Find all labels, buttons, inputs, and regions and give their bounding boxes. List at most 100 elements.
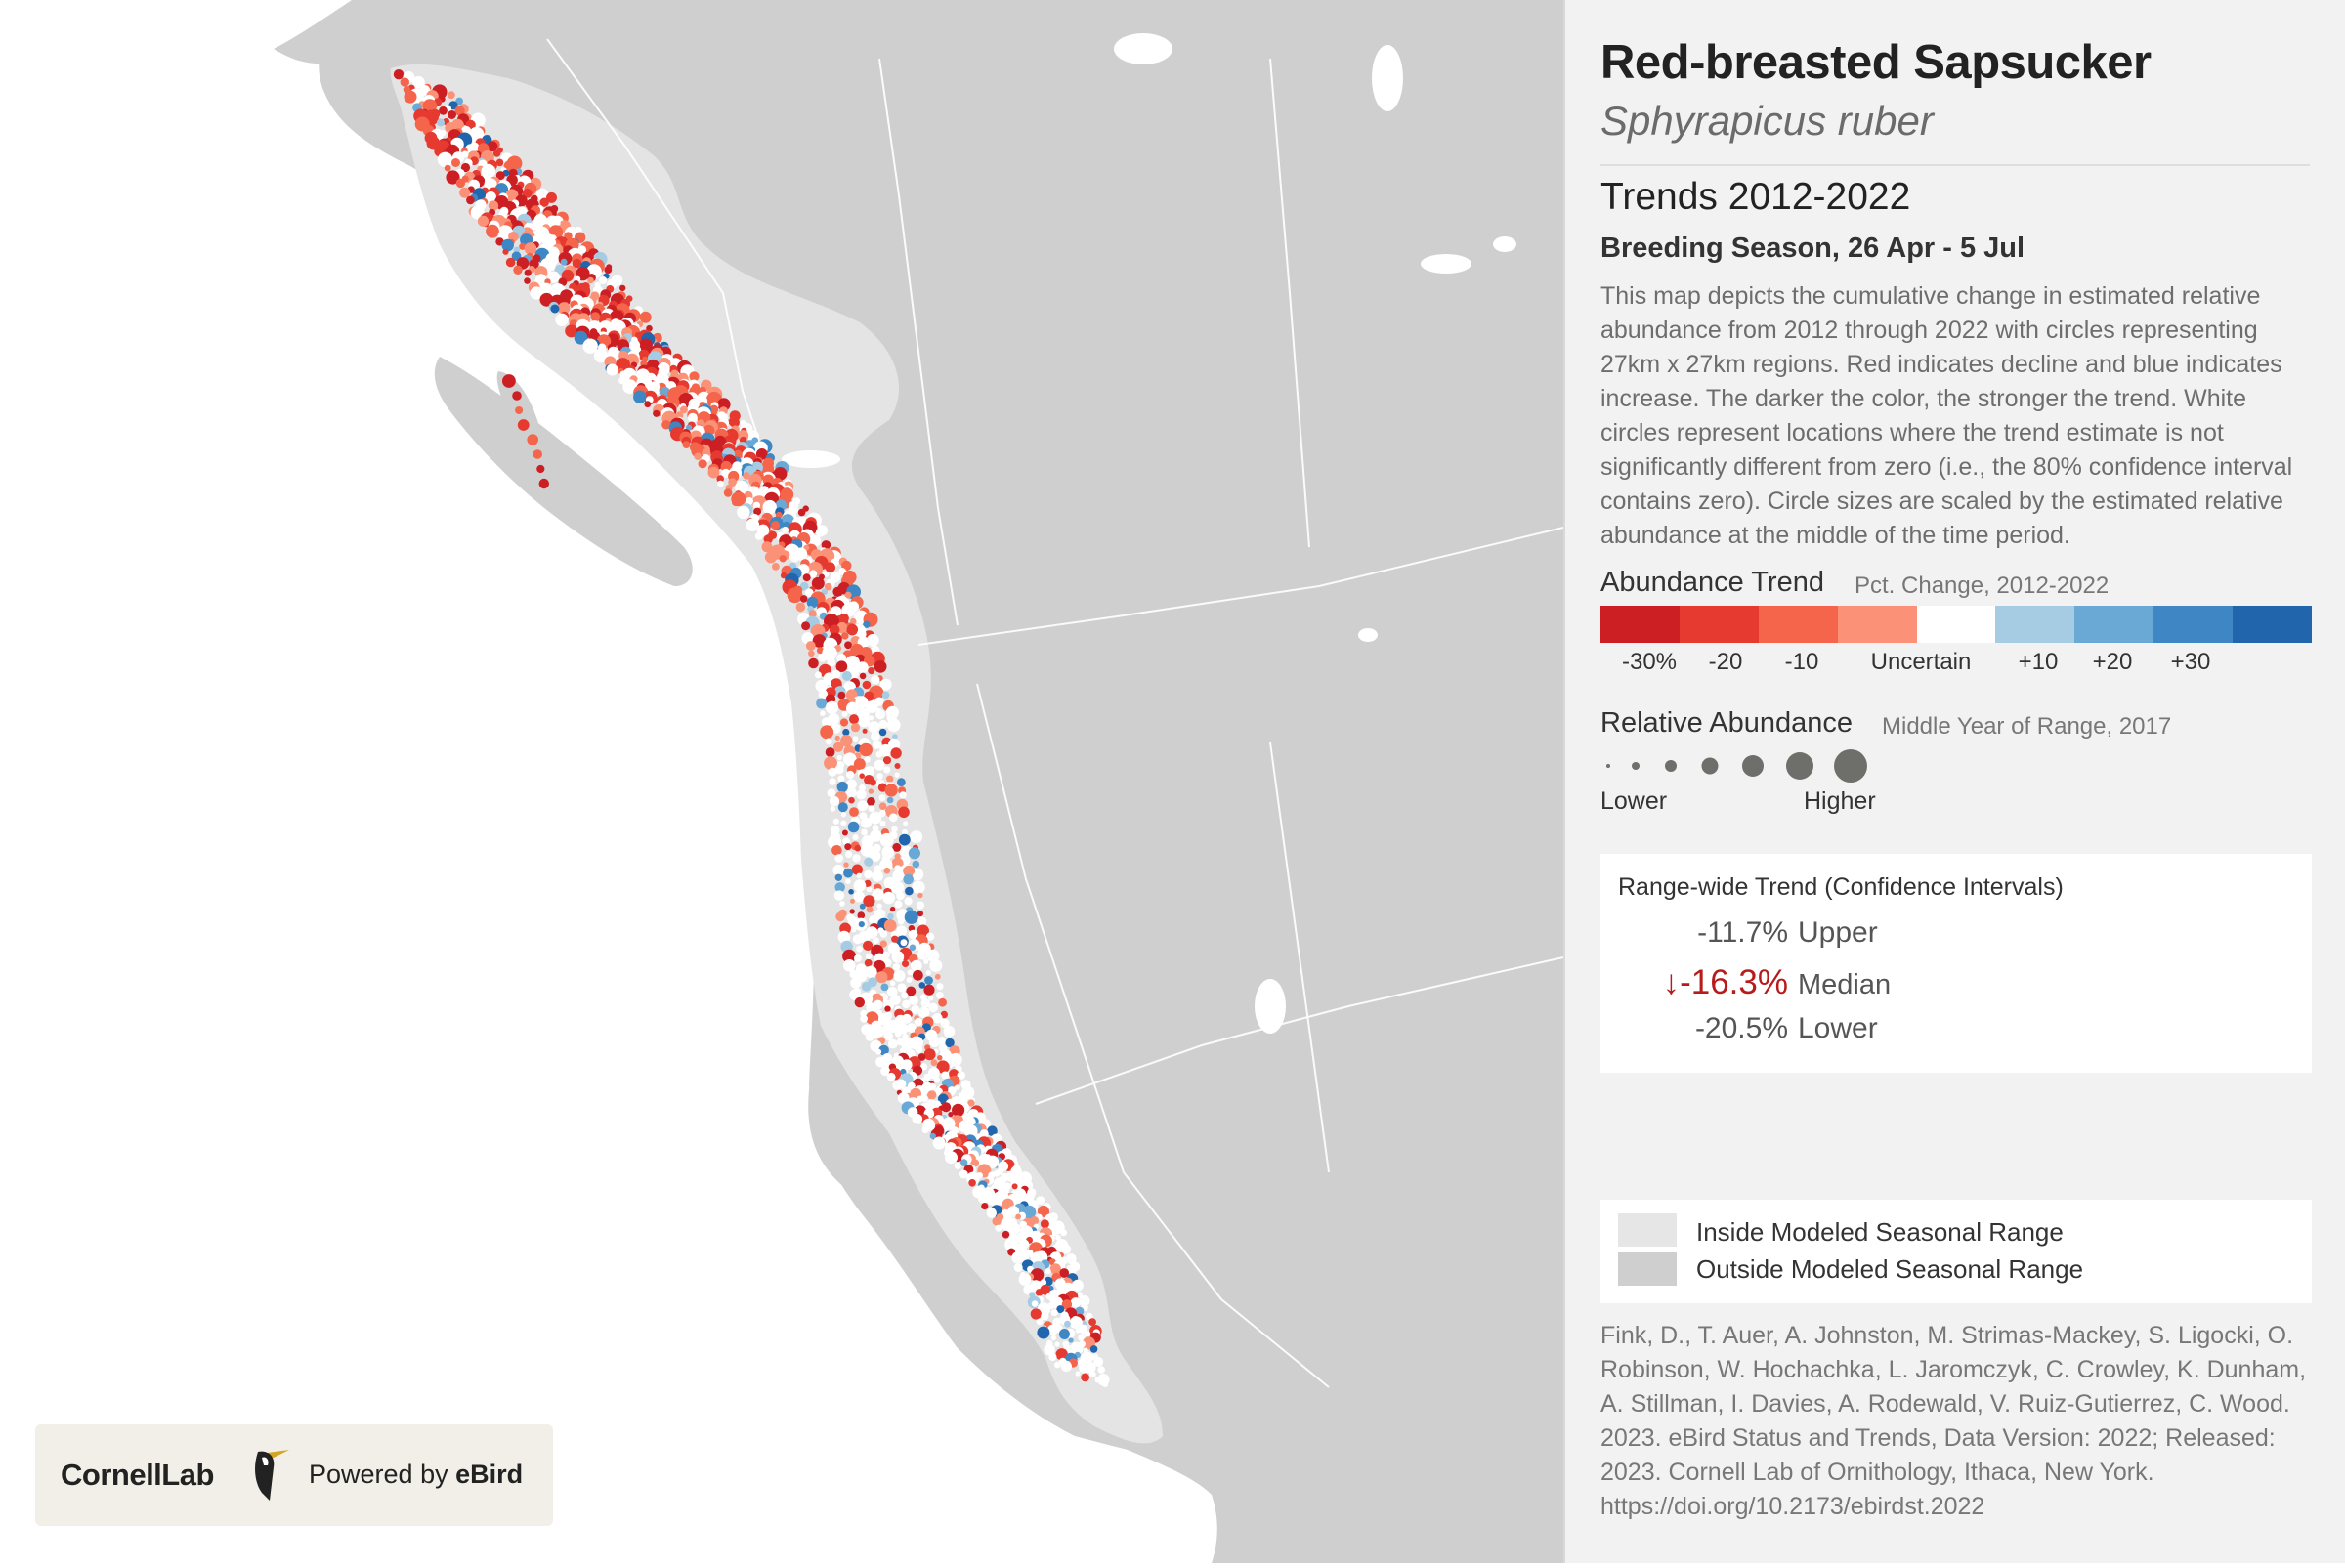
trend-dot: [565, 324, 578, 338]
trend-dot: [903, 821, 909, 826]
trend-dot: [814, 671, 822, 679]
trend-dot: [890, 747, 902, 759]
trend-dot: [834, 873, 842, 881]
trend-dot: [1068, 1337, 1074, 1343]
trend-dot: [1086, 1312, 1093, 1321]
trend-dot: [971, 1159, 980, 1167]
trend-dot: [1075, 1306, 1085, 1316]
trend-dot: [959, 1125, 964, 1131]
trend-dot: [870, 1025, 884, 1038]
trend-dot: [917, 911, 924, 917]
trend-dot: [530, 286, 543, 300]
trend-dot: [1037, 1326, 1050, 1339]
trend-dot: [853, 891, 865, 903]
trend-dot: [815, 528, 826, 537]
trend-dot: [763, 534, 773, 544]
trend-dot: [908, 847, 921, 860]
map-view[interactable]: [0, 0, 1564, 1563]
trend-dot: [852, 736, 859, 742]
trend-dot: [887, 986, 898, 997]
trend-dot: [505, 189, 519, 202]
trend-dot: [1061, 1244, 1072, 1254]
trend-dot: [833, 890, 845, 901]
trend-dot: [1060, 1360, 1072, 1372]
trend-dot: [522, 189, 533, 198]
trend-dot: [847, 916, 859, 927]
trend-dot: [921, 1125, 929, 1133]
trend-dot: [952, 1103, 965, 1117]
trend-dot: [841, 829, 848, 836]
trend-dot: [872, 888, 884, 901]
trend-dot: [1045, 1293, 1052, 1300]
outside-range-label: Outside Modeled Seasonal Range: [1696, 1254, 2084, 1284]
trend-dot: [854, 844, 862, 852]
median-label: Median: [1798, 969, 1892, 1000]
trend-dot: [1070, 1297, 1082, 1308]
trend-dot: [837, 930, 851, 944]
trend-dot: [859, 784, 866, 791]
trend-dot: [967, 1099, 975, 1107]
trend-dot: [864, 869, 873, 879]
trend-dot: [717, 480, 724, 487]
trend-dot: [913, 871, 920, 880]
trend-dot: [904, 897, 913, 906]
trend-dot: [886, 1072, 896, 1081]
powered-by-label: Powered by: [309, 1460, 448, 1489]
trend-dot: [871, 731, 880, 742]
trend-dot: [879, 820, 886, 826]
trend-dot: [444, 164, 451, 172]
trend-dot: [1011, 1251, 1024, 1264]
trend-dot: [862, 728, 868, 734]
trend-dot: [889, 906, 896, 912]
trend-dot: [891, 881, 905, 895]
trend-dot: [707, 466, 720, 479]
trend-dot: [856, 872, 862, 878]
trend-dot: [1047, 1324, 1058, 1335]
trend-dot: [546, 191, 557, 203]
trend-dot: [1044, 1343, 1055, 1356]
trend-dot: [850, 723, 861, 733]
trend-dot: [881, 691, 890, 699]
trend-dot: [878, 1044, 889, 1056]
trend-dot: [923, 958, 929, 964]
trend-dot: [878, 1013, 891, 1026]
trend-dot: [923, 1048, 936, 1061]
trend-dot: [894, 865, 902, 872]
trend-dot: [892, 1081, 902, 1090]
trend-dot: [886, 775, 894, 783]
trend-dot: [852, 934, 863, 945]
trend-dot: [844, 591, 852, 599]
trend-dot: [515, 406, 524, 414]
trend-dot: [1045, 1268, 1051, 1275]
abundance-size-dot: [1701, 757, 1719, 775]
cornell-lab-wordmark: CornellLab: [61, 1458, 214, 1492]
trend-dot: [808, 657, 819, 669]
trend-dot: [455, 97, 463, 106]
trend-dot: [844, 843, 852, 851]
trend-dot: [834, 882, 845, 893]
trend-dot: [825, 738, 832, 745]
trend-dot: [869, 915, 878, 925]
trend-dot: [818, 689, 829, 699]
trend-dot: [680, 405, 688, 414]
trend-dot: [854, 996, 865, 1008]
trend-dot: [848, 889, 854, 895]
trend-dot: [861, 1024, 873, 1036]
trend-dot: [827, 657, 836, 667]
trend-dot: [787, 587, 803, 604]
trend-dot: [852, 854, 861, 863]
trend-dot: [513, 265, 523, 275]
trend-dot: [849, 969, 859, 979]
trend-dot: [816, 647, 824, 655]
trend-tick-label: +20: [2092, 649, 2133, 675]
trend-dot: [865, 965, 877, 978]
trend-dot: [619, 284, 626, 292]
trend-dot: [812, 634, 827, 648]
upper-row: -11.7% Upper: [1618, 916, 1878, 950]
trend-dot: [422, 99, 438, 113]
colorbar-swatch-6: [2074, 606, 2154, 643]
trend-dot: [1036, 1196, 1045, 1205]
trend-dot: [492, 149, 501, 157]
trend-dot: [846, 779, 857, 790]
cornell-ebird-logo[interactable]: CornellLab Powered by eBird: [35, 1424, 553, 1526]
